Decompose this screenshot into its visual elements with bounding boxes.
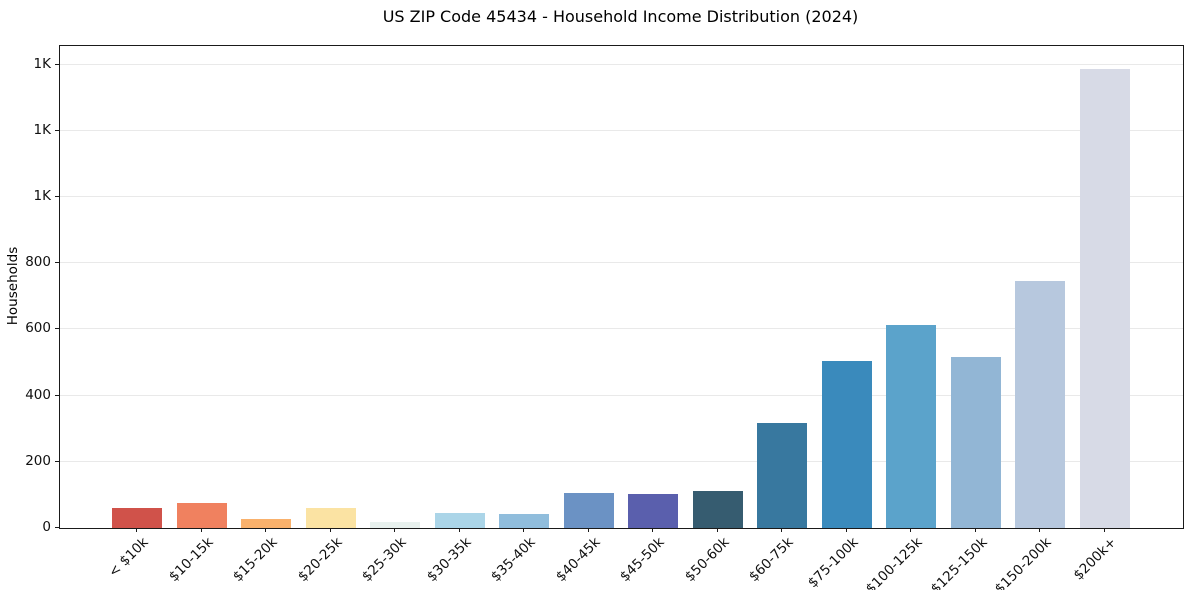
x-tick-mark xyxy=(716,528,718,532)
plot-area xyxy=(59,45,1184,529)
gridline xyxy=(60,129,1183,131)
bar-$20-25k xyxy=(305,508,356,528)
bar-$45-50k xyxy=(628,493,679,528)
gridline xyxy=(60,63,1183,65)
y-tick-mark xyxy=(55,262,59,264)
chart-title: US ZIP Code 45434 - Household Income Dis… xyxy=(382,7,859,26)
gridline xyxy=(60,460,1183,462)
x-tick-label: $30-35k xyxy=(423,534,475,585)
x-tick-label: $150-200k xyxy=(992,534,1056,590)
x-tick-mark xyxy=(458,528,460,532)
bar-$35-40k xyxy=(499,514,550,528)
y-tick-label: 800 xyxy=(25,254,51,271)
x-tick-label: $15-20k xyxy=(230,534,281,585)
y-tick-mark xyxy=(55,460,59,462)
y-tick-mark xyxy=(55,328,59,330)
gridline xyxy=(60,262,1183,264)
bar-$75-100k xyxy=(821,361,872,528)
x-tick-mark xyxy=(265,528,267,532)
x-tick-mark xyxy=(1103,528,1105,532)
y-tick-label: 1K xyxy=(33,121,51,138)
bar-$15-20k xyxy=(241,519,292,528)
x-tick-mark xyxy=(781,528,783,532)
x-tick-label: $125-150k xyxy=(927,534,991,590)
x-tick-mark xyxy=(910,528,912,532)
x-tick-mark xyxy=(652,528,654,532)
y-tick-label: 1K xyxy=(33,55,51,72)
bar-$200k+ xyxy=(1079,68,1130,528)
bar-$40-45k xyxy=(563,493,614,528)
x-tick-label: $25-30k xyxy=(359,534,410,585)
x-tick-label: $20-25k xyxy=(294,534,346,585)
x-tick-label: $50-60k xyxy=(681,534,733,585)
x-tick-label: $35-40k xyxy=(488,534,539,585)
y-tick-mark xyxy=(55,527,59,528)
y-tick-mark xyxy=(55,129,59,131)
x-tick-label: $200k+ xyxy=(1070,534,1120,584)
bar-< $10k xyxy=(112,508,162,528)
bar-$10-15k xyxy=(176,502,227,528)
gridline xyxy=(60,328,1183,330)
gridline xyxy=(60,394,1183,396)
y-tick-label: 200 xyxy=(25,452,51,469)
x-tick-mark xyxy=(1039,528,1041,532)
x-tick-label: $45-50k xyxy=(617,534,668,585)
y-tick-mark xyxy=(55,195,59,197)
bar-$25-30k xyxy=(370,521,421,528)
x-tick-label: $75-100k xyxy=(804,534,862,590)
y-tick-label: 0 xyxy=(42,519,51,535)
y-tick-label: 1K xyxy=(33,187,51,204)
x-tick-mark xyxy=(136,528,137,532)
bar-$100-125k xyxy=(886,325,937,528)
x-tick-label: < $10k xyxy=(105,534,152,581)
x-tick-label: $100-125k xyxy=(863,534,926,590)
x-tick-mark xyxy=(845,528,847,532)
bar-$30-35k xyxy=(434,513,485,528)
x-tick-mark xyxy=(523,528,525,532)
x-tick-label: $60-75k xyxy=(746,534,797,585)
y-tick-mark xyxy=(55,394,59,396)
y-tick-label: 400 xyxy=(25,386,51,403)
gridline xyxy=(60,195,1183,197)
bar-$50-60k xyxy=(692,491,743,528)
bar-$60-75k xyxy=(757,423,808,528)
x-tick-mark xyxy=(200,528,202,532)
y-tick-label: 600 xyxy=(25,320,51,337)
bar-$150-200k xyxy=(1015,281,1066,528)
x-tick-mark xyxy=(587,528,589,532)
x-tick-mark xyxy=(394,528,396,532)
x-tick-label: $10-15k xyxy=(165,534,217,585)
y-tick-mark xyxy=(55,63,59,65)
x-tick-label: $40-45k xyxy=(552,534,604,585)
bar-$125-150k xyxy=(950,357,1001,528)
x-tick-mark xyxy=(329,528,331,532)
x-tick-mark xyxy=(974,528,976,532)
